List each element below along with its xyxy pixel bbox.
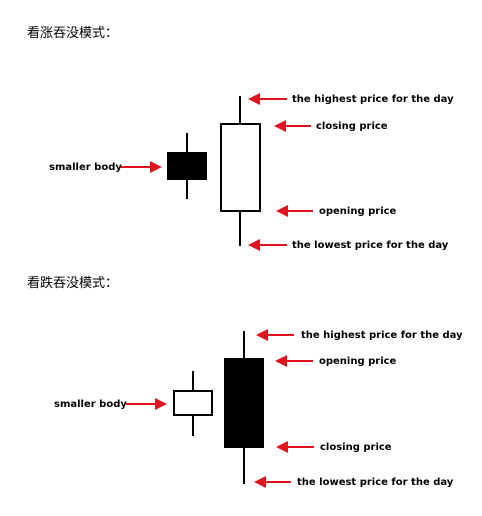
bullish-smaller-body-label: smaller body bbox=[49, 162, 122, 173]
bullish-small-candle-body bbox=[167, 152, 207, 180]
bearish-small-candle-body bbox=[173, 390, 213, 416]
bearish-small-candle bbox=[173, 371, 213, 436]
bullish-small-candle bbox=[167, 133, 207, 199]
bearish-high-label: the highest price for the day bbox=[301, 330, 463, 341]
bearish-engulfing-heading: 看跌吞没模式： bbox=[27, 276, 119, 291]
bearish-large-candle bbox=[224, 331, 264, 484]
bullish-low-label: the lowest price for the day bbox=[292, 240, 449, 251]
bullish-pattern: smaller body the highest price for the d… bbox=[49, 93, 454, 251]
bullish-high-label: the highest price for the day bbox=[292, 94, 454, 105]
bearish-pattern: smaller body the highest price for the d… bbox=[54, 329, 463, 488]
bearish-closing-price-label: closing price bbox=[320, 442, 392, 453]
bullish-large-candle bbox=[220, 96, 261, 246]
bullish-large-candle-body bbox=[220, 123, 261, 212]
bearish-low-label: the lowest price for the day bbox=[297, 477, 454, 488]
bullish-engulfing-heading: 看涨吞没模式： bbox=[27, 26, 119, 41]
bullish-opening-price-label: opening price bbox=[319, 206, 397, 217]
bearish-smaller-body-label: smaller body bbox=[54, 399, 127, 410]
bearish-opening-price-label: opening price bbox=[319, 356, 397, 367]
bearish-large-candle-body bbox=[224, 358, 264, 448]
bullish-closing-price-label: closing price bbox=[316, 121, 388, 132]
